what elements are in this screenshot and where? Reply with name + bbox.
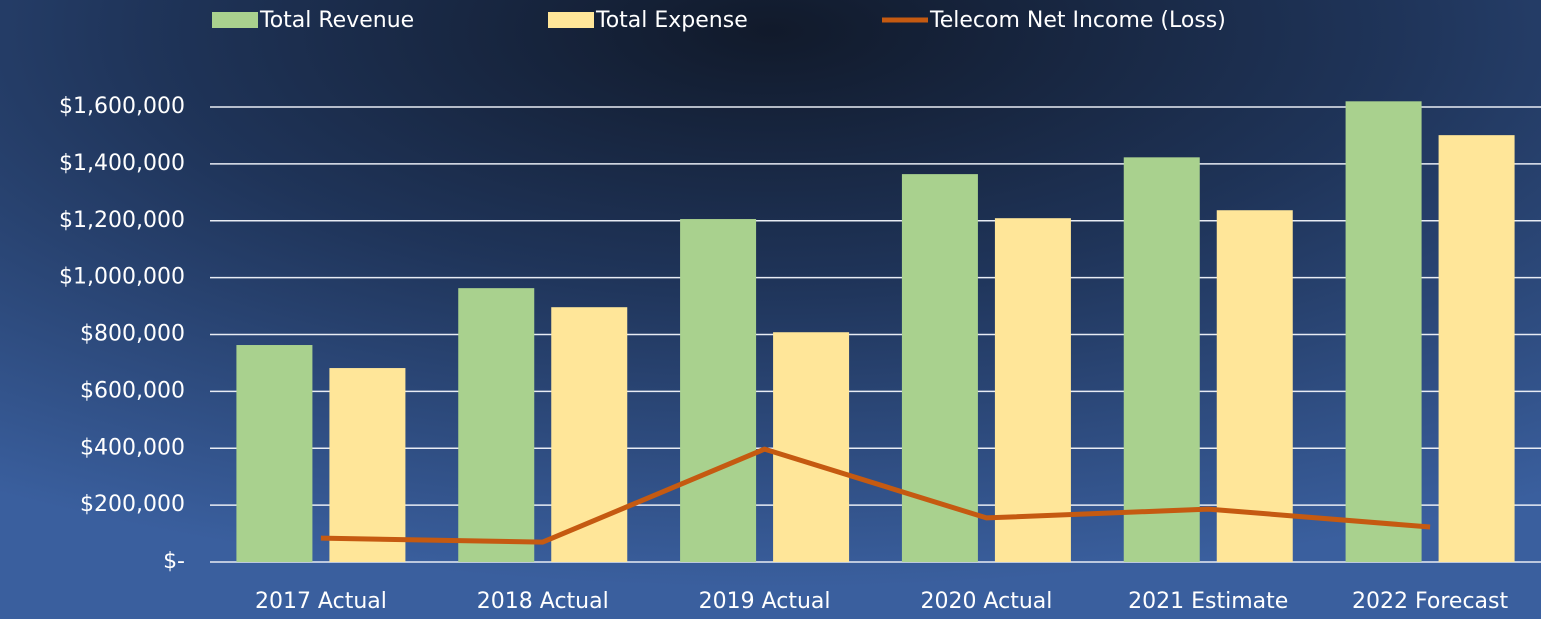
bar [458, 288, 535, 562]
legend-label: Total Revenue [259, 8, 414, 33]
y-tick-label: $400,000 [80, 435, 185, 460]
legend-swatch [548, 12, 594, 28]
bar [329, 368, 406, 562]
x-tick-label: 2022 Forecast [1352, 589, 1508, 614]
line-series [320, 446, 1431, 545]
x-tick-label: 2021 Estimate [1128, 589, 1288, 614]
x-tick-label: 2017 Actual [255, 589, 387, 614]
bar [773, 332, 850, 562]
y-tick-label: $- [163, 549, 185, 574]
bar [994, 218, 1071, 563]
bar [680, 219, 757, 562]
y-tick-label: $1,200,000 [59, 208, 185, 233]
x-tick-label: 2020 Actual [920, 589, 1052, 614]
bar [236, 345, 313, 562]
bar [551, 307, 628, 562]
bar [1123, 157, 1200, 562]
legend-swatch [212, 12, 258, 28]
bar [1345, 101, 1422, 562]
x-tick-label: 2018 Actual [477, 589, 609, 614]
y-tick-label: $200,000 [80, 492, 185, 517]
y-tick-label: $1,400,000 [59, 151, 185, 176]
bar [1216, 210, 1293, 562]
legend-label: Total Expense [595, 8, 748, 33]
bar [1438, 135, 1515, 562]
y-tick-label: $800,000 [80, 322, 185, 347]
y-tick-label: $600,000 [80, 378, 185, 403]
y-tick-label: $1,000,000 [59, 265, 185, 290]
x-tick-label: 2019 Actual [699, 589, 831, 614]
y-tick-label: $1,600,000 [59, 94, 185, 119]
legend-label: Telecom Net Income (Loss) [929, 8, 1226, 33]
